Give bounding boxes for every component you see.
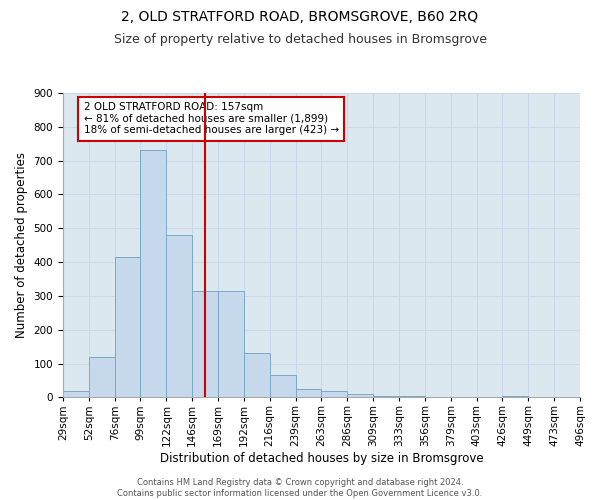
Bar [140,150,166,398]
Text: Size of property relative to detached houses in Bromsgrove: Size of property relative to detached ho… [113,32,487,46]
Bar [115,257,140,398]
Bar [502,396,528,398]
Bar [399,396,425,398]
Text: 2, OLD STRATFORD ROAD, BROMSGROVE, B60 2RQ: 2, OLD STRATFORD ROAD, BROMSGROVE, B60 2… [121,10,479,24]
Text: Contains HM Land Registry data © Crown copyright and database right 2024.
Contai: Contains HM Land Registry data © Crown c… [118,478,482,498]
Y-axis label: Number of detached properties: Number of detached properties [15,152,28,338]
Bar [322,390,347,398]
Bar [244,354,270,398]
Text: 2 OLD STRATFORD ROAD: 157sqm
← 81% of detached houses are smaller (1,899)
18% of: 2 OLD STRATFORD ROAD: 157sqm ← 81% of de… [83,102,339,136]
Bar [192,291,218,398]
Bar [166,235,192,398]
X-axis label: Distribution of detached houses by size in Bromsgrove: Distribution of detached houses by size … [160,452,483,465]
Bar [218,291,244,398]
Bar [347,394,373,398]
Bar [373,396,399,398]
Bar [89,357,115,398]
Bar [270,376,296,398]
Bar [63,392,89,398]
Bar [296,389,322,398]
